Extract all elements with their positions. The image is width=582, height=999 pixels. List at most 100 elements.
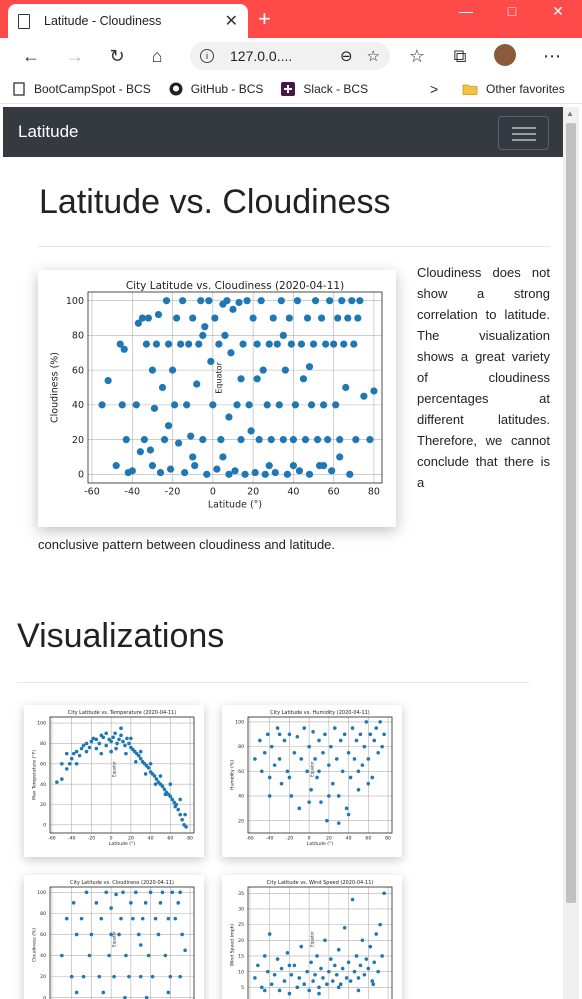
data-point: [211, 314, 219, 322]
new-tab-icon[interactable]: +: [258, 6, 271, 31]
data-point: [120, 345, 128, 353]
data-point: [305, 769, 309, 774]
data-point: [94, 746, 99, 751]
x-tick-label: 40: [287, 487, 299, 498]
thumbnail-humidity[interactable]: -60 -40 -20 0 20 40 60 80 20 40 60 80 100 City Latitu…: [222, 705, 402, 857]
favorite-bootcampspot[interactable]: BootCampSpot - BCS: [12, 82, 151, 96]
data-point: [277, 988, 282, 993]
y-tick-label: 60: [238, 769, 244, 775]
data-point: [356, 769, 361, 774]
home-icon[interactable]: ⌂: [151, 45, 163, 66]
zoom-icon[interactable]: ⊖: [339, 48, 353, 65]
data-point: [370, 387, 378, 395]
browser-titlebar: Latitude - Cloudiness ✕ + — □ ✕: [0, 0, 582, 38]
data-point: [144, 314, 153, 322]
data-point: [163, 953, 168, 958]
data-point: [360, 763, 365, 767]
data-point: [297, 976, 302, 980]
data-point: [317, 738, 321, 743]
data-point: [382, 732, 386, 737]
forward-icon[interactable]: →: [66, 45, 84, 66]
data-point: [325, 818, 329, 823]
data-point: [327, 794, 331, 798]
data-point: [265, 340, 273, 348]
data-point: [380, 744, 384, 749]
browser-toolbar: ← → ↻ ⌂ i 127.0.0.... ⊖ ☆ ☆ ⧉ ⋯: [0, 38, 582, 74]
data-point: [311, 979, 315, 983]
data-point: [173, 804, 178, 809]
data-point: [305, 363, 314, 371]
x-tick-label: -60: [48, 836, 56, 842]
favorites-overflow-icon[interactable]: >: [430, 80, 439, 97]
data-point: [358, 732, 363, 737]
data-point: [163, 792, 168, 797]
data-point: [89, 739, 94, 744]
site-info-icon[interactable]: i: [200, 49, 214, 63]
scroll-thumb[interactable]: [566, 123, 576, 903]
data-point: [287, 340, 295, 348]
favorites-icon[interactable]: ☆: [408, 45, 426, 66]
data-point: [119, 733, 123, 738]
data-point: [327, 763, 331, 767]
data-point: [177, 340, 185, 348]
data-point: [98, 401, 106, 409]
address-bar[interactable]: i 127.0.0.... ⊖ ☆: [190, 42, 390, 70]
thumbnail-wind[interactable]: -60-40-200204060805101520253035City Lati…: [222, 875, 402, 999]
tab-close-icon[interactable]: ✕: [224, 13, 238, 30]
data-point: [153, 916, 158, 921]
favorite-github[interactable]: GitHub - BCS: [169, 81, 264, 96]
navbar-brand[interactable]: Latitude: [18, 122, 79, 141]
navbar: Latitude: [3, 107, 563, 157]
data-point: [117, 932, 121, 937]
maximize-icon[interactable]: □: [507, 3, 517, 19]
favorite-star-icon[interactable]: ☆: [366, 48, 380, 65]
window-close-icon[interactable]: ✕: [552, 2, 564, 19]
data-point: [122, 435, 130, 444]
data-point: [292, 750, 297, 755]
minimize-icon[interactable]: —: [459, 3, 473, 19]
data-point: [183, 401, 191, 409]
scroll-up-icon[interactable]: ▲: [566, 109, 574, 118]
avatar[interactable]: [494, 44, 516, 66]
thumbnail-temperature[interactable]: -60 -40 -20 0 20 40 60 80 0 20 40 60 80 100 City Latit…: [24, 705, 204, 857]
data-point: [153, 782, 158, 786]
data-point: [114, 746, 118, 751]
more-icon[interactable]: ⋯: [543, 45, 561, 66]
description-tail: conclusive pattern between cloudiness an…: [38, 537, 336, 552]
data-point: [370, 979, 375, 983]
data-point: [143, 901, 148, 905]
favorite-label: GitHub - BCS: [190, 81, 264, 96]
data-point: [297, 806, 302, 811]
data-point: [317, 314, 326, 322]
data-point: [267, 932, 272, 936]
data-point: [292, 963, 297, 968]
data-point: [271, 468, 279, 477]
data-point: [326, 297, 334, 305]
data-point: [97, 741, 102, 746]
data-point: [307, 800, 311, 804]
y-tick-label: 100: [66, 296, 84, 307]
data-point: [262, 750, 267, 755]
data-point: [344, 314, 352, 322]
other-favorites[interactable]: Other favorites: [462, 82, 565, 96]
data-point: [332, 401, 340, 409]
data-point: [124, 751, 128, 756]
favorite-slack[interactable]: Slack - BCS: [281, 81, 368, 96]
refresh-icon[interactable]: ↻: [109, 45, 125, 66]
back-icon[interactable]: ←: [22, 45, 40, 66]
scrollbar[interactable]: ▲: [563, 107, 579, 999]
collections-icon[interactable]: ⧉: [453, 45, 467, 66]
data-point: [207, 357, 215, 366]
data-point: [121, 739, 125, 744]
data-point: [275, 957, 280, 961]
data-point: [321, 750, 325, 755]
x-tick-label: -20: [88, 836, 96, 842]
browser-tab[interactable]: Latitude - Cloudiness ✕: [8, 4, 248, 38]
data-point: [134, 319, 142, 327]
data-point: [325, 982, 329, 986]
y-axis-label: Wind Speed (mph): [229, 923, 235, 966]
data-point: [94, 737, 99, 742]
navbar-toggler[interactable]: [498, 116, 549, 150]
data-point: [152, 774, 157, 778]
